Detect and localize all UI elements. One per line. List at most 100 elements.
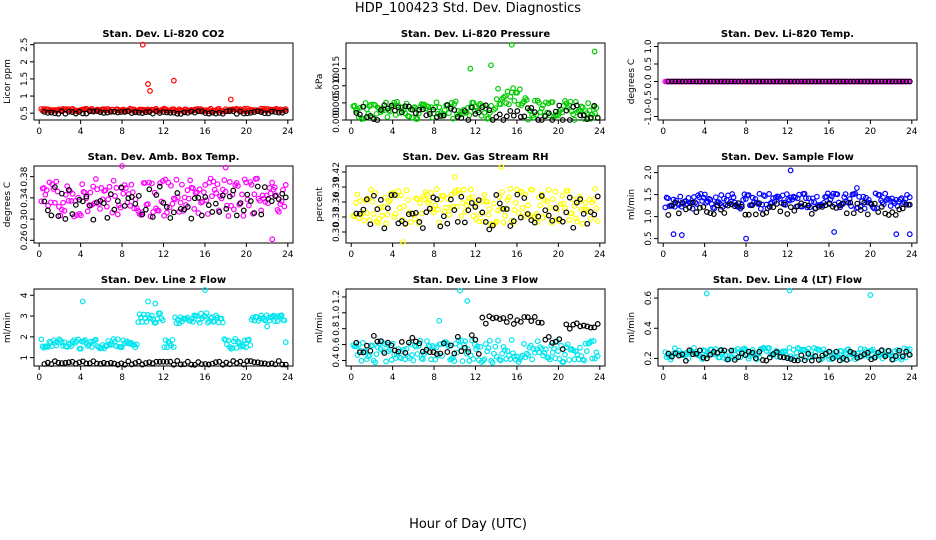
data-point: [500, 94, 507, 101]
data-point: [142, 206, 149, 213]
y-tick-label: 0.30: [20, 209, 30, 229]
data-point: [689, 205, 696, 212]
data-point: [491, 200, 497, 207]
data-point: [766, 354, 773, 361]
data-point: [572, 98, 579, 105]
x-tick-label: 0: [660, 373, 666, 383]
data-point: [535, 213, 542, 220]
y-tick-label: 2: [20, 59, 30, 65]
series-colored: [38, 41, 289, 115]
data-point: [468, 332, 475, 339]
data-point: [155, 207, 162, 214]
data-point: [55, 359, 62, 366]
data-point: [703, 355, 710, 362]
data-point: [406, 113, 413, 120]
data-point: [696, 204, 703, 211]
data-point: [426, 349, 433, 356]
data-point: [728, 78, 735, 85]
data-point: [202, 287, 208, 293]
data-point: [139, 110, 146, 116]
data-point: [740, 196, 747, 203]
data-point: [114, 336, 121, 343]
data-point: [110, 177, 117, 184]
data-point: [700, 204, 707, 210]
data-point: [547, 204, 553, 211]
data-point: [742, 211, 749, 218]
data-point: [82, 337, 88, 343]
y-tick-label: 1.0: [644, 39, 654, 54]
data-point: [417, 200, 424, 206]
data-point: [854, 200, 861, 207]
data-point: [90, 108, 97, 115]
data-point: [707, 78, 714, 85]
data-point: [892, 353, 899, 359]
data-point: [56, 203, 62, 210]
data-point: [889, 209, 896, 216]
data-point: [142, 109, 149, 116]
data-point: [132, 200, 139, 207]
data-point: [233, 180, 240, 186]
data-point: [510, 350, 516, 357]
data-point: [428, 189, 435, 196]
data-point: [580, 210, 587, 217]
data-point: [556, 336, 563, 343]
data-point: [559, 117, 566, 123]
data-point: [174, 110, 181, 117]
data-point: [441, 107, 448, 114]
data-point: [90, 216, 97, 223]
data-point: [391, 214, 398, 220]
data-point: [854, 78, 861, 85]
data-point: [580, 322, 587, 329]
data-point: [557, 201, 564, 207]
data-point: [721, 195, 727, 202]
data-point: [759, 357, 766, 363]
data-point: [861, 199, 868, 206]
data-point: [221, 177, 228, 184]
data-point: [591, 324, 598, 331]
data-point: [714, 202, 721, 209]
panel-8: Stan. Dev. Line 3 Flow ml/min 0 4 8 12 16 20 24 0…: [315, 275, 606, 383]
data-point: [282, 194, 289, 201]
x-tick-label: 12: [782, 250, 793, 260]
data-point: [577, 112, 584, 119]
data-point: [665, 78, 672, 85]
data-point: [500, 343, 507, 350]
data-point: [272, 361, 279, 368]
data-point: [588, 215, 594, 222]
data-point: [591, 102, 598, 109]
data-point: [843, 78, 850, 85]
data-point: [440, 112, 447, 119]
data-point: [885, 348, 892, 354]
data-point: [420, 356, 426, 362]
data-point: [791, 78, 798, 85]
data-point: [271, 184, 278, 191]
data-point: [447, 342, 454, 349]
data-point: [69, 211, 76, 217]
data-point: [359, 339, 366, 346]
data-point: [198, 212, 205, 219]
data-point: [79, 198, 86, 205]
data-point: [356, 210, 363, 217]
data-point: [464, 298, 471, 304]
data-point: [395, 348, 402, 355]
data-point: [594, 353, 601, 359]
data-point: [369, 198, 376, 205]
data-point: [899, 205, 906, 212]
data-point: [903, 201, 910, 208]
data-point: [388, 192, 395, 198]
data-point: [258, 211, 265, 218]
series-black: [665, 347, 913, 364]
data-point: [686, 347, 693, 354]
data-point: [549, 99, 556, 105]
data-point: [384, 339, 391, 346]
data-point: [60, 199, 67, 206]
data-point: [409, 106, 416, 113]
data-point: [269, 236, 276, 243]
data-point: [364, 210, 370, 217]
data-point: [867, 292, 874, 298]
data-point: [202, 110, 209, 116]
data-point: [44, 207, 51, 214]
data-point: [351, 102, 358, 109]
data-point: [391, 347, 398, 354]
data-point: [84, 208, 91, 215]
